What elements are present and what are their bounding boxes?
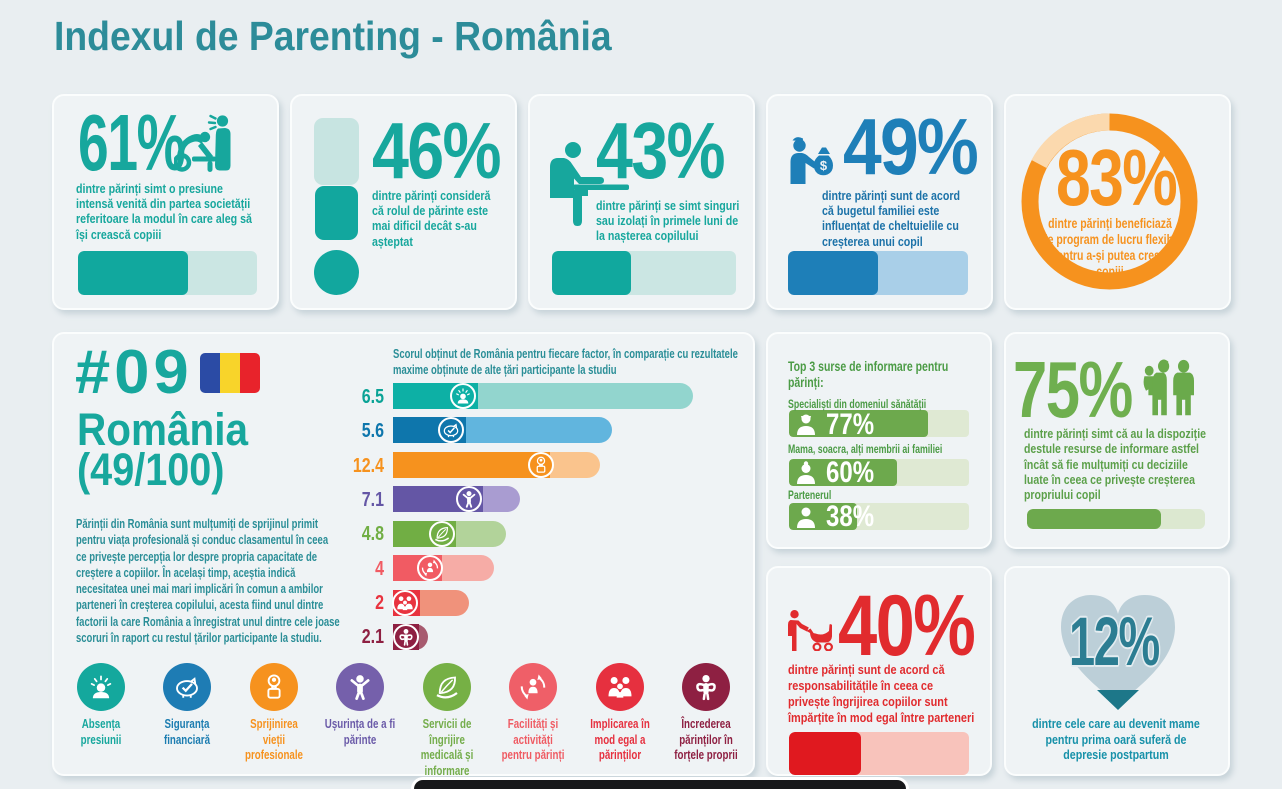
svg-text:$: $ bbox=[820, 158, 828, 173]
